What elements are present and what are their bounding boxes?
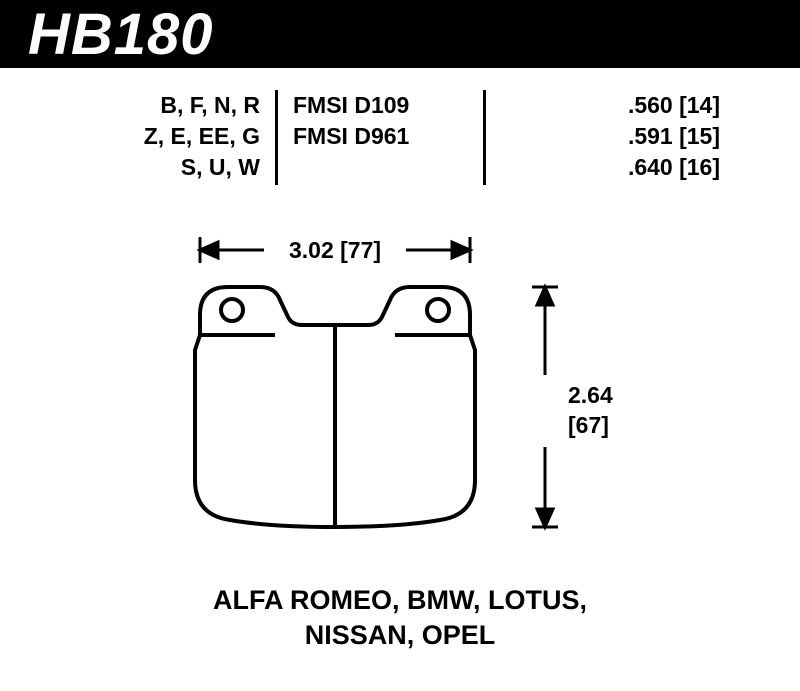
spec-col-fmsi: FMSI D109 FMSI D961 (278, 90, 483, 185)
footer-line-2: NISSAN, OPEL (0, 618, 800, 653)
spec-text: .560 [14] (501, 90, 720, 121)
spec-text: FMSI D961 (293, 121, 483, 152)
height-dimension-label-1: 2.64 (568, 382, 613, 408)
spec-col-compounds: B, F, N, R Z, E, EE, G S, U, W (100, 90, 275, 185)
brake-pad-diagram: 3.02 [77] 2.64 [67] (0, 215, 800, 595)
spec-text: S, U, W (100, 152, 260, 183)
footer-line-1: ALFA ROMEO, BMW, LOTUS, (0, 583, 800, 618)
spec-text: FMSI D109 (293, 90, 483, 121)
height-dimension-label-2: [67] (568, 412, 609, 438)
spec-text: B, F, N, R (100, 90, 260, 121)
vehicle-applications: ALFA ROMEO, BMW, LOTUS, NISSAN, OPEL (0, 583, 800, 653)
spec-text: .591 [15] (501, 121, 720, 152)
spec-row: B, F, N, R Z, E, EE, G S, U, W FMSI D109… (100, 90, 740, 185)
part-number-title: HB180 (28, 1, 214, 68)
diagram-svg: 3.02 [77] 2.64 [67] (0, 215, 800, 595)
width-dimension-label: 3.02 [77] (289, 237, 381, 263)
spec-text: Z, E, EE, G (100, 121, 260, 152)
spec-text: .640 [16] (501, 152, 720, 183)
spec-col-thickness: .560 [14] .591 [15] .640 [16] (486, 90, 740, 185)
header-bar: HB180 (0, 0, 800, 68)
